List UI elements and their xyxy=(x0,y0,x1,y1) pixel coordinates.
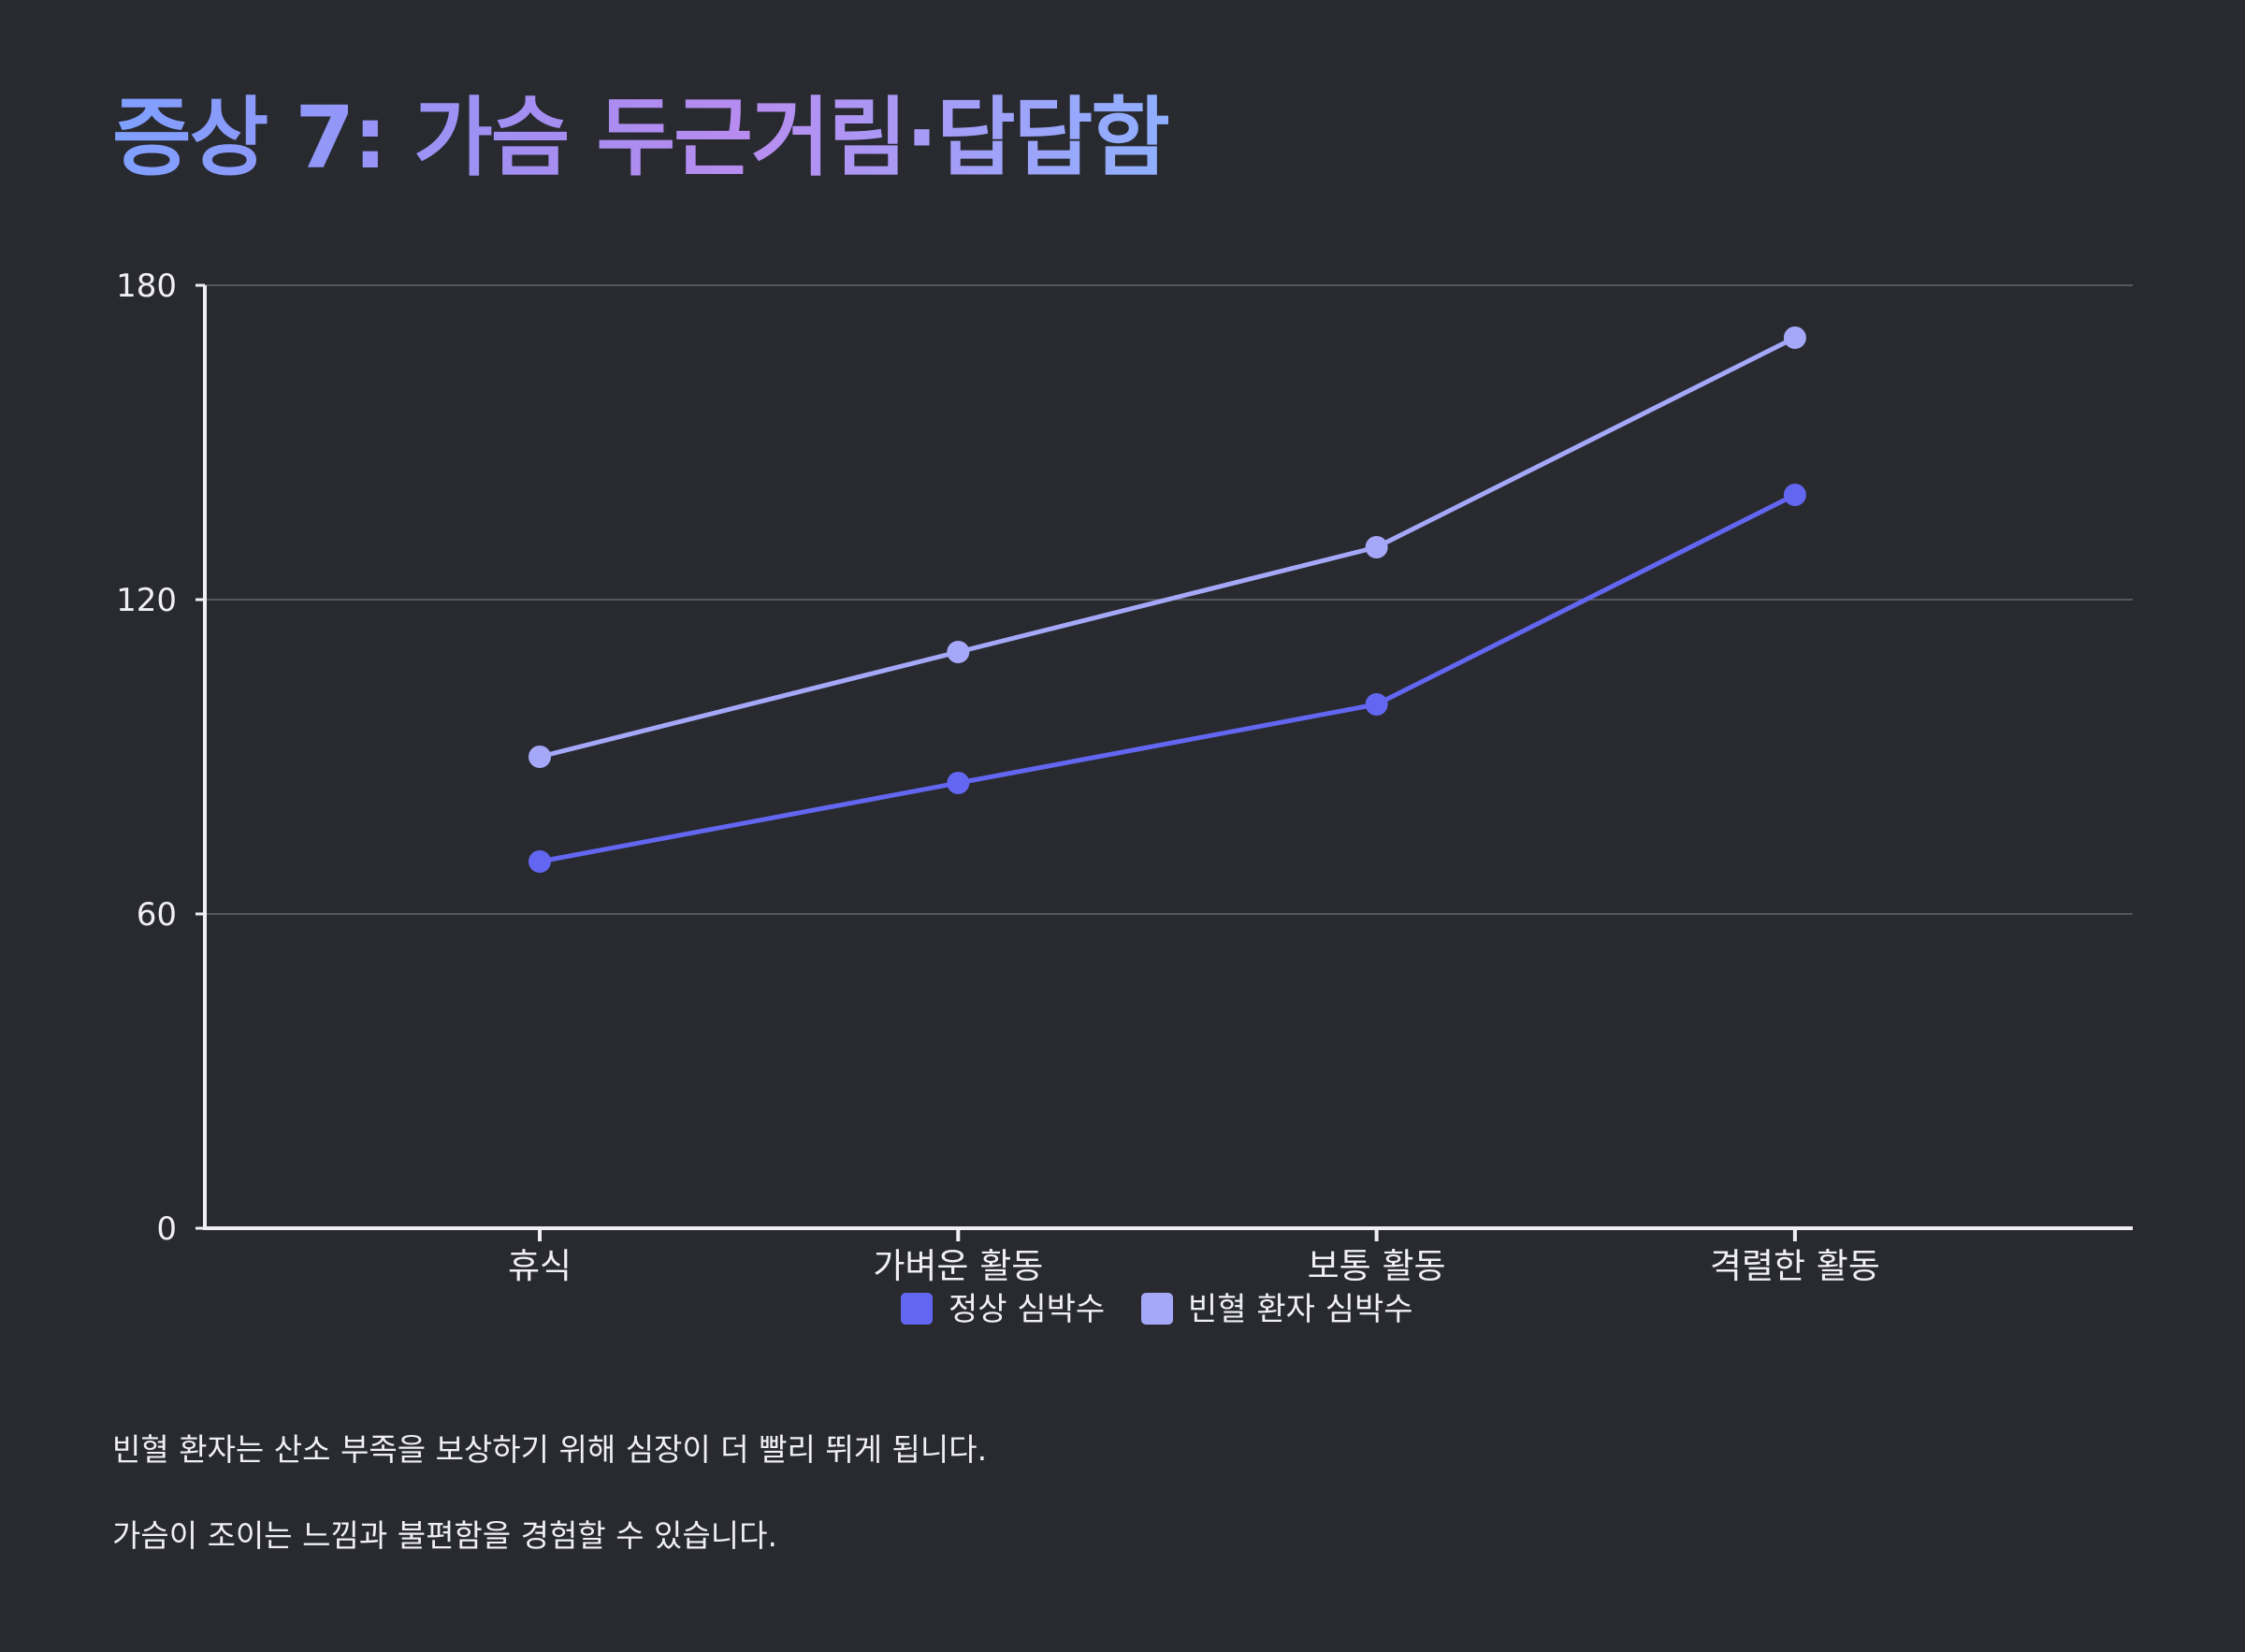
description-line-2: 가슴이 조이는 느낌과 불편함을 경험할 수 있습니다. xyxy=(112,1517,777,1554)
x-tick-label: 가벼운 활동 xyxy=(873,1246,1043,1286)
x-tick-label: 격렬한 활동 xyxy=(1710,1246,1880,1286)
data-point xyxy=(1365,536,1388,558)
axes: 0 60 120 180 휴식 가벼운 활동 보통 활동 격렬한 활동 xyxy=(116,268,2133,1286)
data-point xyxy=(529,746,551,768)
legend-swatch xyxy=(1141,1293,1173,1325)
series-line-1 xyxy=(537,492,1798,864)
legend-swatch xyxy=(901,1293,933,1325)
y-tick-label: 0 xyxy=(156,1210,177,1248)
data-point xyxy=(1783,484,1806,506)
heart-rate-line-chart: 0 60 120 180 휴식 가벼운 활동 보통 활동 격렬한 활동 정상 심박수 빈혈 환자… xyxy=(116,268,2133,1328)
y-tick-label: 180 xyxy=(116,268,177,305)
description-line-1: 빈혈 환자는 산소 부족을 보상하기 위해 심장이 더 빨리 뛰게 됩니다. xyxy=(112,1431,988,1468)
x-tick-label: 휴식 xyxy=(508,1246,572,1286)
data-point xyxy=(1783,326,1806,349)
data-series xyxy=(529,326,1806,873)
y-tick-label: 120 xyxy=(116,582,177,619)
series-line-2 xyxy=(537,335,1798,760)
data-point xyxy=(947,772,970,794)
page-title: 증상 7: 가슴 두근거림·답답함 xyxy=(112,82,1170,195)
data-point xyxy=(529,850,551,873)
data-point xyxy=(947,641,970,663)
legend-label: 빈혈 환자 심박수 xyxy=(1188,1291,1413,1328)
x-tick-label: 보통 활동 xyxy=(1308,1246,1446,1286)
legend: 정상 심박수 빈혈 환자 심박수 xyxy=(901,1291,1413,1328)
legend-label: 정상 심박수 xyxy=(949,1291,1105,1328)
y-tick-label: 60 xyxy=(137,896,177,934)
data-point xyxy=(1365,693,1388,716)
